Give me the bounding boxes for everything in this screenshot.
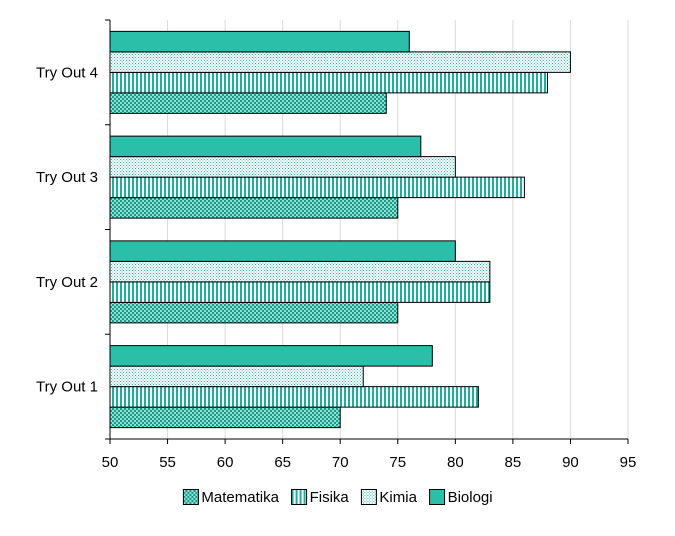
x-tick-label: 75 (389, 454, 406, 471)
bar-kimia-try-out-1 (109, 365, 364, 388)
bar-biologi-try-out-4 (109, 30, 410, 53)
legend-swatch (360, 489, 377, 505)
legend-label: Kimia (379, 489, 417, 506)
bar-biologi-try-out-3 (109, 135, 422, 158)
x-tick-label: 80 (447, 454, 464, 471)
category-label: Try Out 3 (36, 169, 98, 186)
bar-matematika-try-out-2 (109, 301, 399, 324)
x-tick-label: 65 (274, 454, 291, 471)
bar-matematika-try-out-3 (109, 197, 399, 219)
x-tick-label: 90 (562, 454, 579, 471)
x-tick-labels: 50 55 60 65 70 75 80 85 90 95 (102, 454, 637, 471)
category-label: Try Out 2 (36, 274, 98, 291)
bar-biologi-try-out-1 (109, 345, 433, 367)
bar-fisika-try-out-4 (109, 71, 548, 94)
bar-kimia-try-out-4 (109, 51, 571, 73)
legend-swatch (291, 489, 308, 505)
x-tick-label: 50 (102, 454, 119, 471)
category-label: Try Out 4 (36, 64, 98, 81)
bar-fisika-try-out-3 (109, 176, 525, 199)
bar-kimia-try-out-3 (109, 156, 456, 178)
bar-fisika-try-out-2 (109, 281, 491, 303)
x-tick-label: 85 (505, 454, 522, 471)
x-tick-label: 55 (159, 454, 176, 471)
bar-kimia-try-out-2 (109, 260, 491, 283)
legend-item-biologi: Biologi (429, 489, 493, 506)
legend-label: Fisika (310, 489, 350, 506)
bar-biologi-try-out-2 (109, 240, 456, 262)
axes (105, 19, 629, 444)
x-tick-label: 60 (217, 454, 234, 471)
legend-label: Biologi (448, 489, 493, 506)
legend-item-fisika: Fisika (291, 489, 350, 506)
legend: Matematika Fisika Kimia Biologi (182, 489, 493, 506)
category-labels: Try Out 1 Try Out 2 Try Out 3 Try Out 4 (36, 64, 98, 395)
x-tick-label: 95 (620, 454, 637, 471)
legend-label: Matematika (201, 489, 279, 506)
bar-matematika-try-out-1 (109, 406, 341, 429)
legend-swatch (429, 489, 446, 505)
bar-fisika-try-out-1 (109, 386, 479, 408)
legend-item-matematika: Matematika (182, 489, 280, 506)
bar-matematika-try-out-4 (109, 92, 387, 114)
legend-swatch (182, 489, 199, 505)
category-label: Try Out 1 (36, 379, 98, 396)
x-tick-label: 70 (332, 454, 349, 471)
legend-item-kimia: Kimia (360, 489, 418, 506)
